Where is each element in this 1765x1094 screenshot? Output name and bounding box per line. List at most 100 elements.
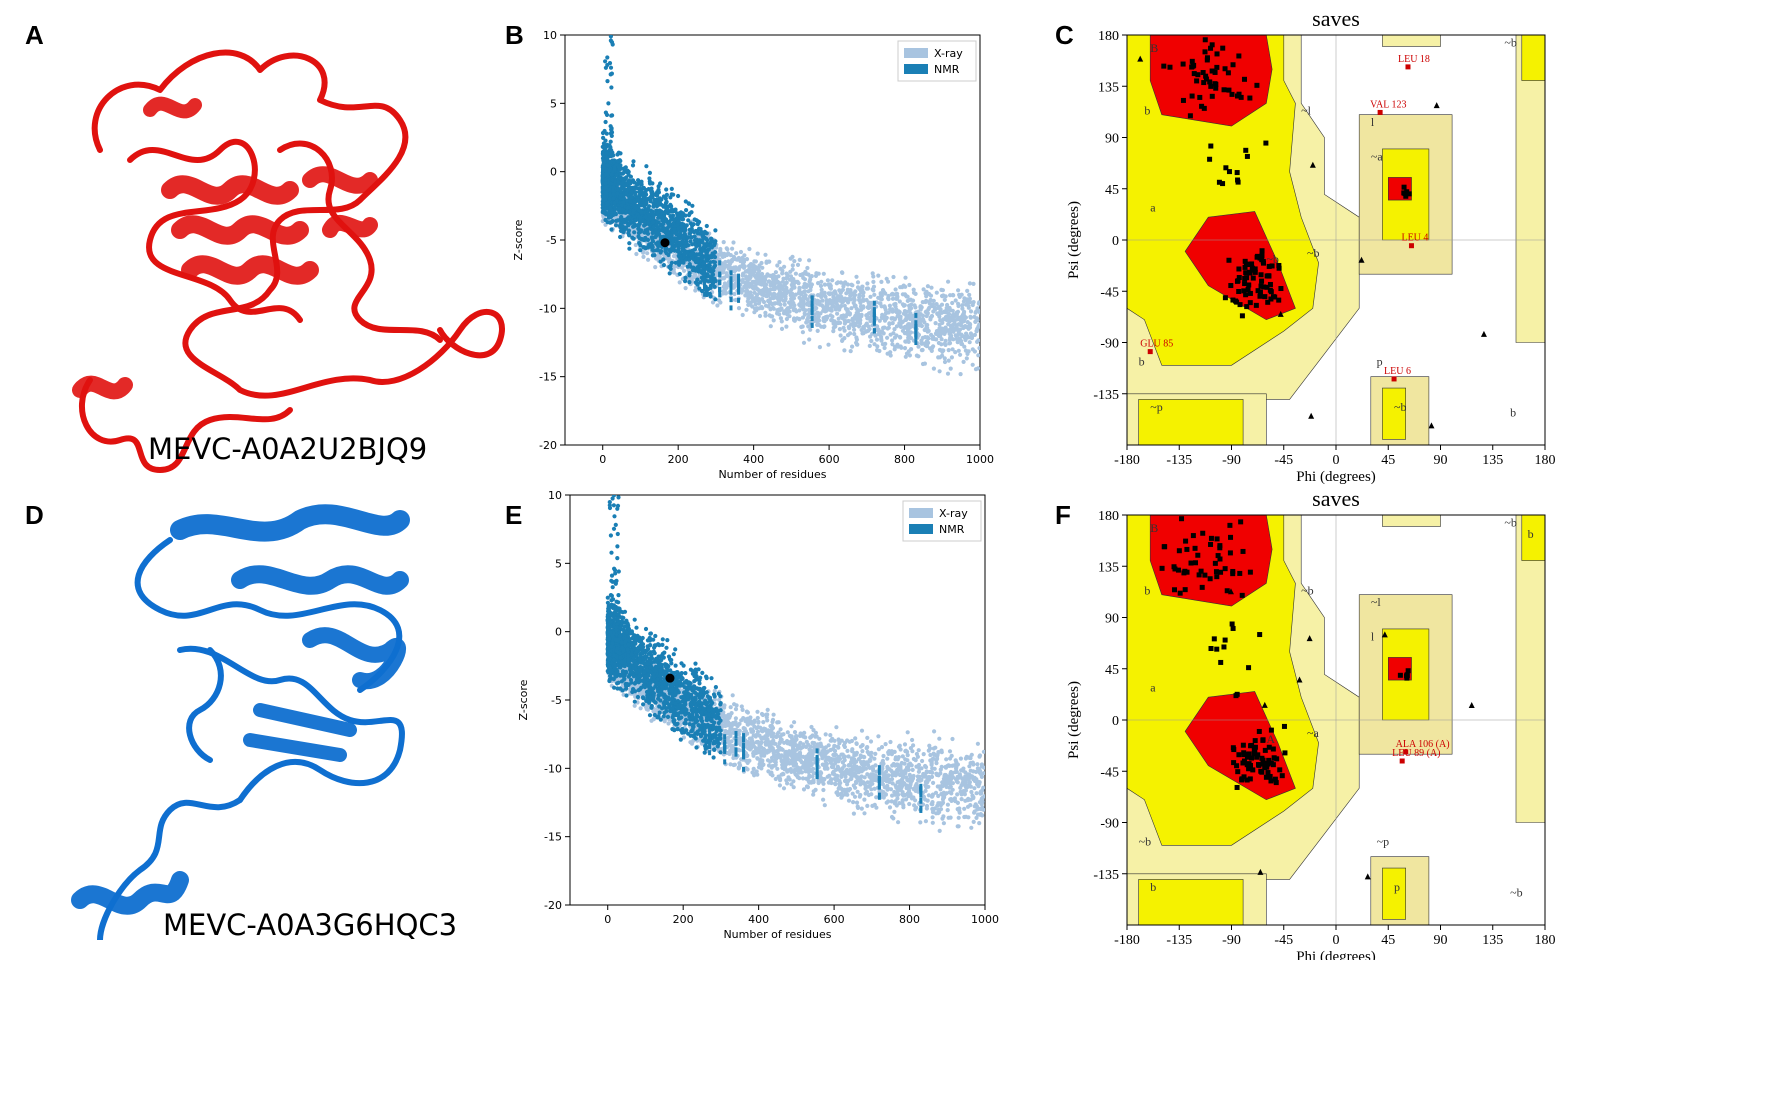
xray-point	[770, 302, 775, 307]
protein-structure-d	[71, 504, 410, 940]
y-tick-label: 0	[550, 166, 557, 179]
nmr-point	[609, 181, 614, 186]
xray-point	[886, 279, 891, 284]
xray-point	[924, 343, 930, 348]
xray-point	[800, 776, 806, 781]
xray-point	[667, 256, 672, 261]
xray-point	[785, 308, 790, 313]
residue-point	[1260, 258, 1266, 264]
xray-point	[806, 289, 811, 294]
xray-point	[887, 303, 892, 308]
xray-point	[746, 302, 751, 307]
query-protein-point	[660, 238, 670, 248]
xray-point	[954, 312, 959, 317]
residue-point	[1269, 263, 1275, 269]
xray-point	[902, 303, 907, 308]
xray-point	[756, 276, 761, 281]
xray-point	[845, 308, 850, 313]
xray-point	[733, 275, 738, 280]
xray-point	[840, 316, 845, 321]
nmr-point	[631, 208, 636, 213]
residue-point	[1236, 275, 1242, 281]
allowed-region	[1382, 387, 1407, 440]
xray-point	[840, 287, 845, 292]
nmr-point	[671, 230, 677, 235]
nmr-point	[650, 181, 655, 186]
xray-point	[923, 291, 928, 296]
y-tick-label: -5	[546, 234, 557, 247]
xray-point	[890, 342, 895, 347]
nmr-point	[609, 71, 614, 76]
nmr-point	[615, 152, 620, 157]
xray-point	[948, 366, 953, 371]
xray-point	[953, 350, 958, 355]
nmr-point	[609, 227, 614, 232]
nmr-point	[637, 208, 642, 213]
residue-point	[1243, 270, 1249, 276]
xray-point	[732, 291, 737, 297]
xray-point	[977, 322, 980, 327]
xray-point	[725, 263, 730, 268]
glycine-point	[1480, 330, 1487, 337]
xray-point	[879, 279, 884, 284]
nmr-point	[630, 163, 636, 168]
xray-point	[848, 349, 853, 354]
xray-point	[744, 257, 750, 262]
nmr-point	[663, 249, 668, 254]
nmr-point	[709, 276, 714, 281]
xray-point	[883, 291, 888, 296]
nmr-point	[618, 189, 623, 194]
xray-point	[957, 336, 962, 341]
nmr-point	[623, 191, 629, 196]
nmr-point	[696, 239, 701, 244]
xray-point	[785, 730, 790, 735]
nmr-streak	[737, 275, 741, 281]
xray-point	[721, 240, 726, 245]
xray-point	[833, 291, 838, 296]
residue-point	[1207, 79, 1213, 85]
nmr-point	[646, 244, 651, 249]
xray-point	[953, 322, 958, 327]
xray-point	[788, 274, 794, 279]
outlier-label: LEU 6	[1384, 366, 1411, 377]
xray-point	[958, 352, 963, 357]
xray-point	[740, 273, 745, 278]
nmr-point	[627, 215, 632, 220]
xray-point	[894, 333, 899, 338]
xray-point	[782, 309, 787, 314]
nmr-streak	[718, 280, 722, 286]
xray-point	[947, 337, 952, 342]
residue-point	[1209, 42, 1215, 48]
nmr-point	[677, 262, 682, 267]
nmr-point	[633, 218, 638, 223]
nmr-point	[701, 231, 706, 236]
xray-point	[945, 371, 951, 376]
xray-point	[800, 290, 805, 295]
xray-point	[958, 372, 963, 377]
ribbon-d	[71, 504, 410, 940]
xray-point	[811, 728, 816, 733]
nmr-point	[642, 196, 647, 201]
xray-point	[740, 255, 745, 260]
nmr-point	[625, 198, 630, 203]
nmr-point	[668, 263, 673, 268]
residue-point	[1167, 64, 1173, 70]
nmr-point	[704, 236, 709, 242]
residue-point	[1255, 288, 1261, 294]
xray-point	[850, 322, 855, 327]
xray-point	[897, 334, 902, 340]
region-label: b	[1144, 104, 1150, 118]
residue-point	[1266, 263, 1272, 269]
xray-point	[864, 321, 869, 326]
scatter-points	[605, 495, 985, 833]
xray-point	[907, 282, 912, 288]
xray-point	[867, 315, 872, 321]
residue-point	[1235, 278, 1241, 284]
xray-point	[731, 254, 736, 259]
xray-point	[790, 301, 795, 306]
xray-point	[908, 313, 914, 318]
xray-point	[815, 299, 821, 304]
nmr-point	[712, 241, 717, 246]
